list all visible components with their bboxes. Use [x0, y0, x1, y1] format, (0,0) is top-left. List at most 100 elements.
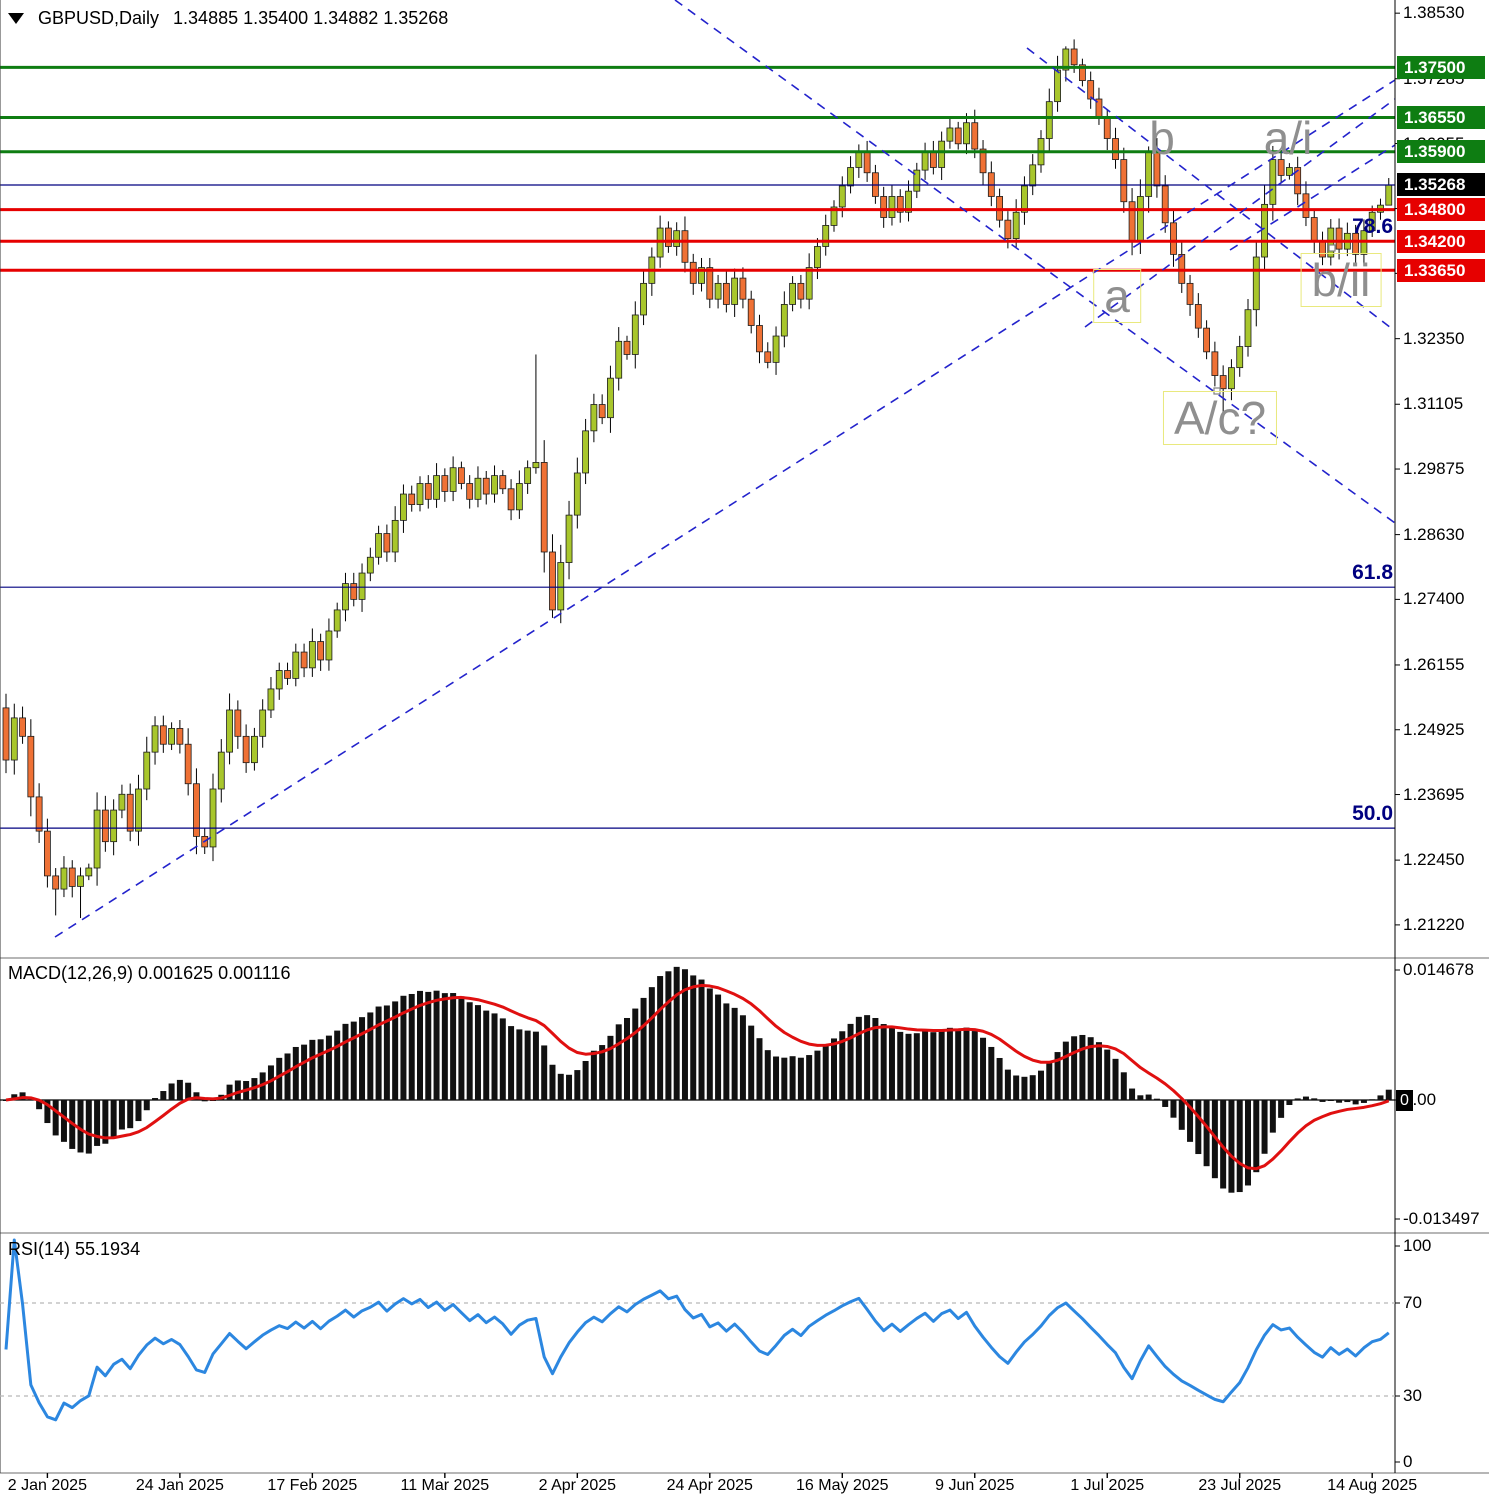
macd-histogram-bar [1311, 1098, 1318, 1100]
candle-body [1103, 117, 1111, 139]
candle-body [731, 277, 739, 305]
price-level-badge: 1.35900 [1397, 140, 1485, 164]
date-axis-label[interactable]: 1 Jul 2025 [1070, 1477, 1145, 1494]
candle-body [573, 472, 581, 516]
candle-body [524, 467, 532, 484]
macd-histogram-bar [1369, 1099, 1376, 1101]
macd-histogram-bar [508, 1026, 515, 1100]
trendline-dashed[interactable] [674, 0, 1396, 524]
macd-histogram-bar [1129, 1088, 1136, 1100]
candle-body [1087, 80, 1095, 100]
candle-body [946, 127, 954, 142]
candle-body [391, 519, 399, 553]
wave-annotation[interactable]: b [1149, 112, 1175, 164]
macd-histogram-bar [1120, 1072, 1127, 1100]
candle-body [27, 735, 35, 798]
macd-histogram-bar [441, 993, 448, 1100]
macd-histogram-bar [1145, 1094, 1152, 1100]
candle-body [193, 783, 200, 837]
candle-body [184, 743, 192, 785]
candle-body [1335, 227, 1343, 250]
date-axis-label[interactable]: 24 Jan 2025 [135, 1477, 224, 1494]
macd-histogram-bar [706, 988, 713, 1100]
candle-body [863, 151, 871, 174]
macd-histogram-bar [1245, 1100, 1251, 1186]
candle-body [540, 462, 548, 553]
candle-body [714, 282, 722, 300]
candle-body [151, 725, 159, 753]
trendline-anchor-handle[interactable] [1328, 244, 1336, 252]
date-axis-label[interactable]: 9 Jun 2025 [935, 1477, 1015, 1494]
date-axis-label[interactable]: 11 Mar 2025 [400, 1477, 490, 1494]
date-axis-label[interactable]: 23 Jul 2025 [1198, 1477, 1282, 1494]
candle-body [615, 340, 623, 379]
macd-histogram-bar [60, 1100, 67, 1142]
macd-histogram-bar [433, 990, 440, 1100]
macd-indicator-label: MACD(12,26,9) 0.001625 0.001116 [8, 963, 291, 983]
macd-histogram-bar [1046, 1062, 1053, 1100]
macd-histogram-bar [425, 991, 432, 1100]
macd-histogram-bar [1071, 1036, 1078, 1100]
macd-histogram-bar [897, 1031, 904, 1100]
candle-body [176, 728, 184, 745]
macd-histogram-bar [673, 966, 680, 1100]
candle-body [333, 609, 341, 632]
trendline-dashed[interactable] [1229, 144, 1396, 251]
macd-histogram-bar [1336, 1100, 1343, 1103]
trendline-dashed[interactable] [1084, 98, 1396, 328]
wave-annotation[interactable]: A/c? [1162, 391, 1278, 445]
date-axis-label[interactable]: 14 Aug 2025 [1327, 1477, 1418, 1494]
candle-body [1186, 282, 1194, 305]
macd-histogram-bar [193, 1092, 200, 1100]
candle-body [847, 167, 854, 187]
price-axis-tick-label: 1.23695 [1403, 784, 1465, 804]
macd-histogram-bar [1253, 1100, 1260, 1173]
candle-body [143, 751, 151, 790]
macd-histogram-bar [1038, 1070, 1044, 1100]
macd-histogram-bar [549, 1064, 556, 1100]
macd-histogram-bar [1087, 1037, 1094, 1100]
macd-histogram-bar [1228, 1100, 1235, 1193]
date-axis-label[interactable]: 24 Apr 2025 [666, 1477, 753, 1494]
candle-body [400, 493, 407, 521]
date-axis-label[interactable]: 17 Feb 2025 [267, 1477, 358, 1494]
macd-histogram-bar [1029, 1075, 1036, 1100]
candle-body [350, 583, 358, 600]
macd-histogram-bar [417, 990, 423, 1100]
macd-histogram-bar [1269, 1100, 1276, 1133]
date-axis-label[interactable]: 2 Apr 2025 [538, 1477, 617, 1494]
date-axis-label[interactable]: 16 May 2025 [796, 1477, 889, 1494]
macd-histogram-bar [143, 1100, 150, 1111]
wave-annotation[interactable]: a [1093, 269, 1141, 323]
price-axis-tick-label: 1.28630 [1403, 524, 1465, 544]
price-axis-tick-label: 1.21220 [1403, 914, 1465, 934]
macd-histogram-bar [1377, 1095, 1384, 1100]
macd-histogram-bar [1294, 1098, 1301, 1100]
macd-histogram-bar [847, 1023, 854, 1100]
macd-histogram-bar [309, 1039, 316, 1100]
macd-histogram-bar [1104, 1049, 1111, 1100]
symbol-dropdown-icon[interactable] [8, 13, 24, 24]
candle-body [1352, 232, 1360, 255]
candle-body [607, 377, 614, 419]
candle-body [1120, 159, 1128, 203]
trendline-dashed[interactable] [1026, 47, 1396, 332]
candle-body [797, 282, 805, 300]
macd-histogram-bar [1220, 1100, 1227, 1189]
candle-body [1029, 164, 1037, 187]
wave-annotation[interactable]: b/ii [1300, 253, 1382, 307]
macd-histogram-bar [1278, 1100, 1285, 1118]
macd-histogram-bar [152, 1098, 159, 1100]
wave-annotation[interactable]: a/i [1263, 112, 1313, 164]
macd-histogram-bar [922, 1030, 929, 1100]
candle-body [590, 404, 598, 432]
macd-histogram-bar [1153, 1098, 1160, 1100]
chart-title-bar: GBPUSD,Daily 1.34885 1.35400 1.34882 1.3… [8, 8, 448, 29]
price-axis-tick-label: 1.38530 [1403, 3, 1465, 23]
rsi-line [4, 1238, 1390, 1422]
macd-axis-label: -0.013497 [1403, 1209, 1480, 1228]
candle-body [673, 230, 681, 247]
date-axis-label[interactable]: 2 Jan 2025 [7, 1477, 87, 1494]
candle-body [408, 493, 416, 505]
